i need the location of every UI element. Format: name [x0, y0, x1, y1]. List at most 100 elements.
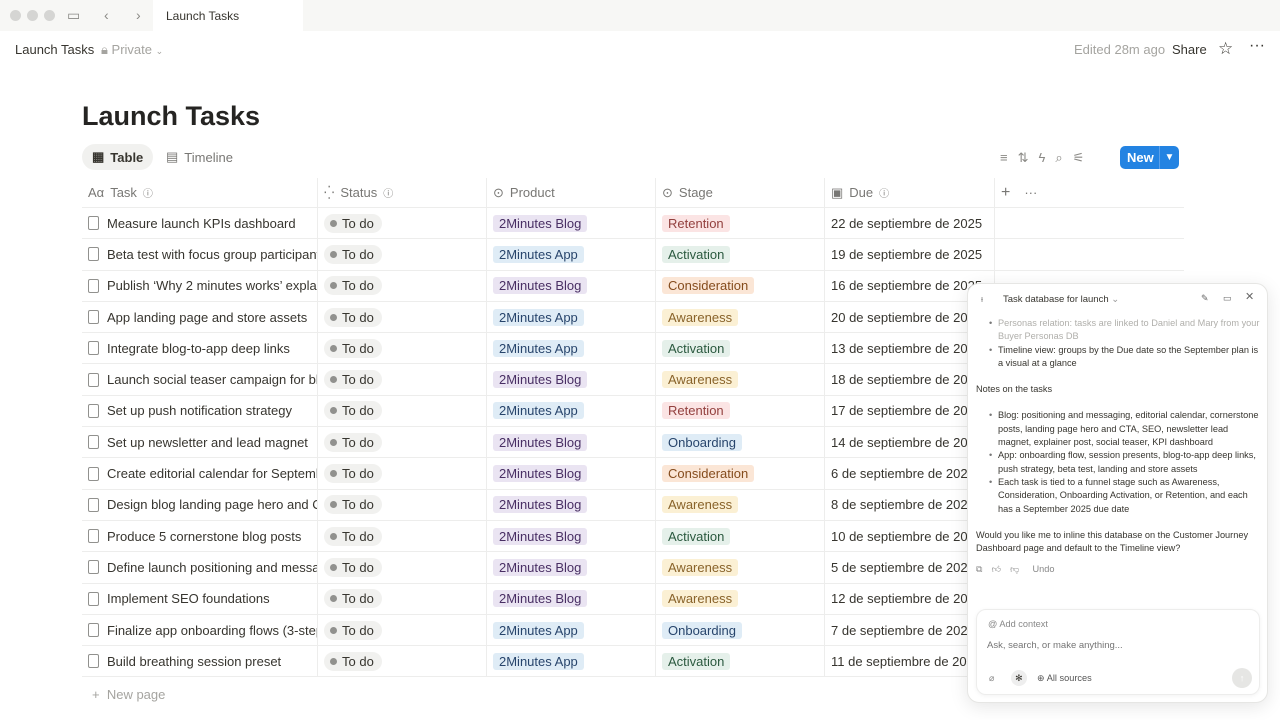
breadcrumb[interactable]: Launch Tasks — [15, 42, 95, 57]
column-stage[interactable]: ⊙ Stage — [656, 178, 825, 207]
stage-cell[interactable]: Awareness — [656, 552, 825, 583]
stage-cell[interactable]: Retention — [656, 208, 825, 239]
task-cell[interactable]: Set up newsletter and lead magnet — [82, 427, 318, 458]
status-cell[interactable]: To do — [318, 614, 487, 646]
table-row[interactable]: Design blog landing page hero and CTA To… — [82, 489, 1184, 521]
product-cell[interactable]: 2Minutes Blog — [487, 270, 656, 301]
sources-button[interactable]: ⊕ All sources — [1037, 673, 1092, 683]
tab-table[interactable]: ▦ Table — [82, 144, 154, 170]
product-cell[interactable]: 2Minutes Blog — [487, 208, 656, 239]
task-cell[interactable]: Publish ‘Why 2 minutes works’ explainer — [82, 270, 318, 301]
status-cell[interactable]: To do — [318, 458, 487, 489]
status-cell[interactable]: To do — [318, 646, 487, 677]
due-cell[interactable]: 22 de septiembre de 2025 — [825, 208, 995, 239]
status-cell[interactable]: To do — [318, 489, 487, 520]
undo-button[interactable]: Undo — [1032, 564, 1055, 575]
table-row[interactable]: Measure launch KPIs dashboard To do 2Min… — [82, 208, 1184, 240]
stage-cell[interactable]: Activation — [656, 239, 825, 270]
window-controls[interactable] — [10, 10, 55, 21]
product-cell[interactable]: 2Minutes Blog — [487, 520, 656, 552]
attach-icon[interactable]: ⌀ — [989, 673, 995, 683]
more-icon[interactable]: ··· — [1249, 37, 1265, 54]
product-cell[interactable]: 2Minutes Blog — [487, 583, 656, 614]
status-cell[interactable]: To do — [318, 364, 487, 395]
product-cell[interactable]: 2Minutes App — [487, 333, 656, 364]
stage-cell[interactable]: Consideration — [656, 458, 825, 489]
stage-cell[interactable]: Activation — [656, 646, 825, 677]
table-row[interactable]: Define launch positioning and messaging … — [82, 552, 1184, 584]
product-cell[interactable]: 2Minutes Blog — [487, 364, 656, 395]
forward-icon[interactable]: › — [136, 7, 141, 23]
add-column-icon[interactable]: + — [1001, 183, 1011, 201]
stage-cell[interactable]: Awareness — [656, 489, 825, 520]
picture-in-picture-icon[interactable]: ▭ — [1223, 293, 1232, 303]
product-cell[interactable]: 2Minutes App — [487, 395, 656, 427]
task-cell[interactable]: Integrate blog-to-app deep links — [82, 333, 318, 364]
status-cell[interactable]: To do — [318, 520, 487, 552]
thumbs-down-icon[interactable]: 👎︎ — [1010, 564, 1020, 575]
table-row[interactable]: Build breathing session preset To do 2Mi… — [82, 646, 1184, 678]
table-row[interactable]: Finalize app onboarding flows (3-step) T… — [82, 614, 1184, 647]
product-cell[interactable]: 2Minutes Blog — [487, 458, 656, 489]
table-row[interactable]: Beta test with focus group participants … — [82, 239, 1184, 271]
table-row[interactable]: Create editorial calendar for September … — [82, 458, 1184, 490]
status-cell[interactable]: To do — [318, 333, 487, 364]
new-button[interactable]: New ▼ — [1120, 146, 1179, 169]
due-cell[interactable]: 19 de septiembre de 2025 — [825, 239, 995, 270]
privacy-menu[interactable]: 🔒︎ Private ⌄ — [101, 42, 164, 57]
task-cell[interactable]: App landing page and store assets — [82, 301, 318, 333]
task-cell[interactable]: Finalize app onboarding flows (3-step) — [82, 614, 318, 646]
chevron-down-icon[interactable]: ▼ — [1159, 146, 1179, 169]
tab-timeline[interactable]: ▤ Timeline — [166, 149, 233, 165]
browser-tab[interactable]: Launch Tasks — [153, 0, 303, 31]
column-status[interactable]: ⁛ Status ⓘ — [318, 178, 487, 207]
close-icon[interactable]: ✕ — [1245, 291, 1255, 303]
task-cell[interactable]: Implement SEO foundations — [82, 583, 318, 614]
send-icon[interactable]: ↑ — [1232, 668, 1252, 688]
model-icon[interactable]: ✻ — [1011, 670, 1027, 686]
more-icon[interactable]: ··· — [1024, 185, 1038, 200]
task-cell[interactable]: Launch social teaser campaign for blog — [82, 364, 318, 395]
sort-icon[interactable]: ⇅ — [1017, 150, 1029, 165]
status-cell[interactable]: To do — [318, 301, 487, 333]
task-cell[interactable]: Beta test with focus group participants — [82, 239, 318, 270]
chat-title-menu[interactable]: Task database for launch ⌄ — [1003, 294, 1120, 305]
table-row[interactable]: Implement SEO foundations To do 2Minutes… — [82, 583, 1184, 615]
table-row[interactable]: App landing page and store assets To do … — [82, 301, 1184, 334]
task-cell[interactable]: Design blog landing page hero and CTA — [82, 489, 318, 520]
status-cell[interactable]: To do — [318, 208, 487, 239]
stage-cell[interactable]: Activation — [656, 333, 825, 364]
task-cell[interactable]: Produce 5 cornerstone blog posts — [82, 520, 318, 552]
stage-cell[interactable]: Retention — [656, 395, 825, 427]
product-cell[interactable]: 2Minutes App — [487, 646, 656, 677]
product-cell[interactable]: 2Minutes App — [487, 301, 656, 333]
stage-cell[interactable]: Consideration — [656, 270, 825, 301]
sidebar-toggle-icon[interactable]: ▭ — [67, 7, 81, 23]
stage-cell[interactable]: Awareness — [656, 364, 825, 395]
table-row[interactable]: Launch social teaser campaign for blog T… — [82, 364, 1184, 396]
column-task[interactable]: Aα Task ⓘ — [82, 178, 318, 207]
share-button[interactable]: Share — [1172, 42, 1207, 57]
table-row[interactable]: Integrate blog-to-app deep links To do 2… — [82, 333, 1184, 365]
status-cell[interactable]: To do — [318, 427, 487, 458]
filter-icon[interactable]: ≡ — [1000, 150, 1008, 165]
table-row[interactable]: Produce 5 cornerstone blog posts To do 2… — [82, 520, 1184, 553]
automation-icon[interactable]: ϟ — [1038, 150, 1046, 165]
product-cell[interactable]: 2Minutes Blog — [487, 489, 656, 520]
product-cell[interactable]: 2Minutes Blog — [487, 552, 656, 583]
table-row[interactable]: Set up newsletter and lead magnet To do … — [82, 427, 1184, 459]
task-cell[interactable]: Set up push notification strategy — [82, 395, 318, 427]
product-cell[interactable]: 2Minutes App — [487, 614, 656, 646]
status-cell[interactable]: To do — [318, 270, 487, 301]
new-chat-icon[interactable]: ✎ — [1201, 293, 1209, 303]
task-cell[interactable]: Create editorial calendar for September — [82, 458, 318, 489]
settings-icon[interactable]: ⚟ — [1072, 150, 1085, 165]
task-cell[interactable]: Define launch positioning and messaging — [82, 552, 318, 583]
column-product[interactable]: ⊙ Product — [487, 178, 656, 207]
stage-cell[interactable]: Activation — [656, 520, 825, 552]
column-due[interactable]: ▣ Due ⓘ — [825, 178, 995, 207]
stage-cell[interactable]: Onboarding — [656, 614, 825, 646]
stage-cell[interactable]: Onboarding — [656, 427, 825, 458]
status-cell[interactable]: To do — [318, 552, 487, 583]
table-row[interactable]: Set up push notification strategy To do … — [82, 395, 1184, 428]
